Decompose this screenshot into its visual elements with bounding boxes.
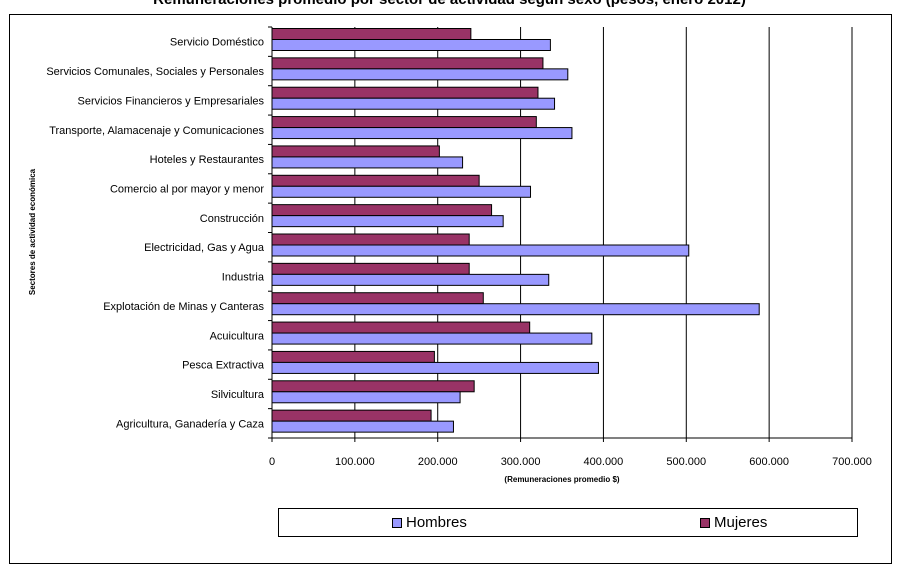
x-tick-label: 500.000 [666, 456, 706, 468]
bar-mujeres-9 [271, 292, 484, 305]
bar-mujeres-10 [271, 321, 531, 334]
bar-mujeres-12 [271, 380, 475, 393]
bar-hombres-8 [271, 273, 550, 286]
legend-entry-mujeres: Mujeres [700, 514, 767, 531]
bar-mujeres-6 [271, 204, 493, 217]
y-tick-label: Agricultura, Ganadería y Caza [116, 418, 265, 430]
y-tick-label: Pesca Extractiva [182, 360, 265, 372]
y-tick-label: Construcción [200, 213, 264, 225]
bar-hombres-5 [271, 185, 532, 198]
y-tick-label: Hoteles y Restaurantes [150, 154, 265, 166]
bar-hombres-4 [271, 156, 464, 169]
y-tick-label: Servicios Comunales, Sociales y Personal… [46, 66, 264, 78]
bar-hombres-1 [271, 68, 569, 81]
bar-mujeres-4 [271, 145, 440, 158]
bar-mujeres-5 [271, 174, 480, 187]
x-tick-label: 100.000 [335, 456, 375, 468]
bar-hombres-11 [271, 361, 599, 374]
legend-swatch-hombres [392, 517, 402, 528]
bar-mujeres-0 [271, 28, 472, 40]
bar-mujeres-3 [271, 116, 537, 129]
x-tick-label: 400.000 [584, 456, 624, 468]
y-tick-label: Industria [222, 272, 265, 284]
bar-hombres-9 [271, 303, 760, 316]
y-tick-label: Comercio al por mayor y menor [110, 183, 264, 195]
bar-hombres-13 [271, 420, 454, 433]
x-tick-label: 200.000 [418, 456, 458, 468]
bar-hombres-7 [271, 244, 690, 257]
x-tick-label: 0 [269, 456, 275, 468]
bar-mujeres-2 [271, 86, 539, 99]
x-axis-title: (Remuneraciones promedio $) [504, 475, 619, 484]
x-tick-label: 300.000 [501, 456, 541, 468]
y-tick-label: Servicio Doméstico [170, 37, 264, 49]
y-tick-label: Servicios Financieros y Empresariales [78, 95, 265, 107]
bar-hombres-0 [271, 39, 551, 51]
x-tick-label: 700.000 [832, 456, 872, 468]
bar-mujeres-13 [271, 409, 432, 422]
bar-hombres-2 [271, 97, 556, 110]
y-tick-label: Silvicultura [211, 389, 265, 401]
x-tick-label: 600.000 [749, 456, 789, 468]
bar-hombres-12 [271, 391, 461, 404]
legend: Hombres Mujeres [278, 508, 858, 537]
y-axis-title: Sectores de actividad económica [28, 168, 37, 295]
bar-mujeres-7 [271, 233, 470, 246]
bar-hombres-6 [271, 215, 504, 228]
chart-title: Remuneraciones promedio por sector de ac… [0, 0, 899, 8]
bar-hombres-3 [271, 127, 573, 140]
legend-swatch-mujeres [700, 517, 710, 528]
bar-mujeres-1 [271, 57, 544, 70]
y-tick-label: Electricidad, Gas y Agua [144, 242, 265, 254]
bar-hombres-10 [271, 332, 593, 345]
y-tick-label: Acuicultura [210, 330, 265, 342]
legend-label-mujeres: Mujeres [714, 514, 768, 531]
bar-mujeres-8 [271, 262, 470, 275]
bar-mujeres-11 [271, 350, 435, 363]
legend-label-hombres: Hombres [406, 514, 467, 531]
legend-entry-hombres: Hombres [392, 514, 467, 531]
y-tick-label: Explotación de Minas y Canteras [103, 301, 264, 313]
y-tick-label: Transporte, Alamacenaje y Comunicaciones [49, 125, 264, 137]
